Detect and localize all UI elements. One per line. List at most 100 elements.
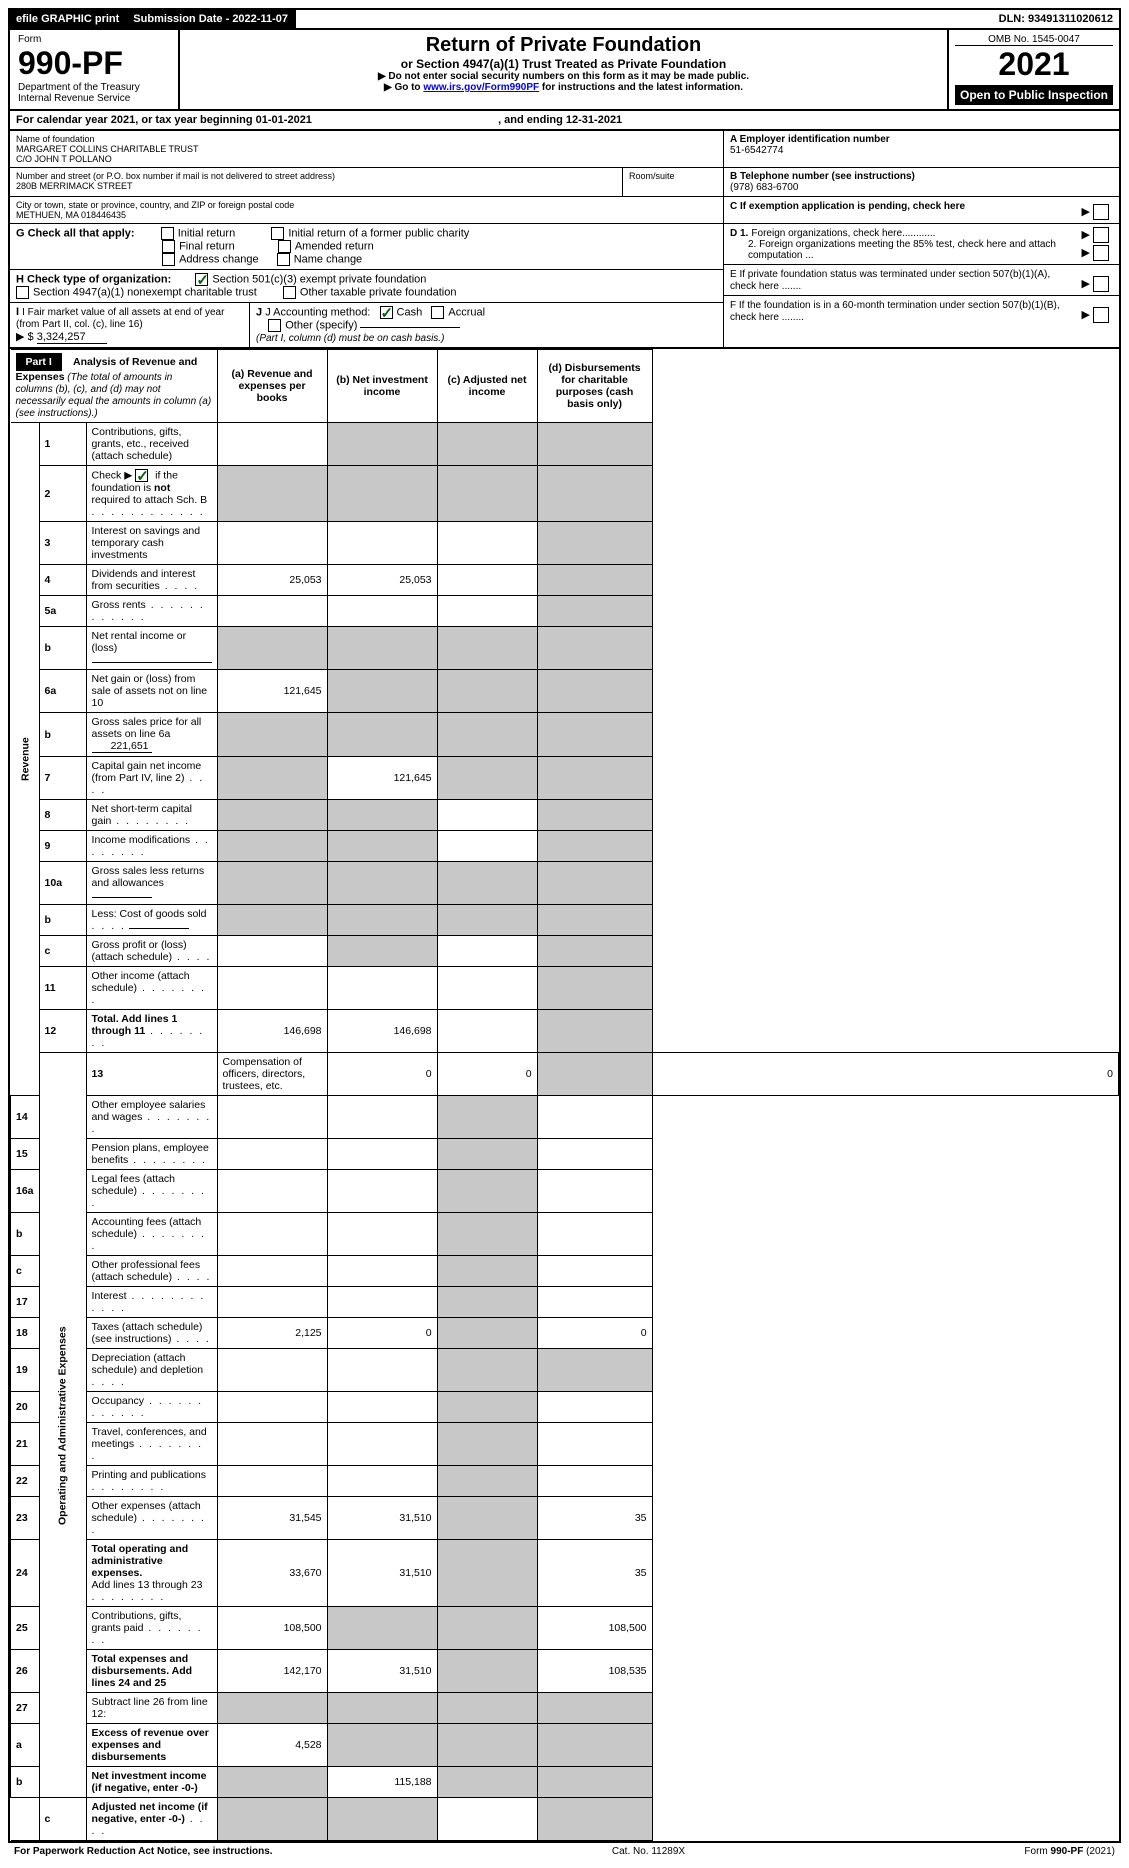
open-to-public: Open to Public Inspection xyxy=(955,85,1113,105)
line-12: 12Total. Add lines 1 through 11 146,6981… xyxy=(11,1010,1119,1053)
line-22: 22Printing and publications xyxy=(11,1466,1119,1497)
line-16b: bAccounting fees (attach schedule) xyxy=(11,1213,1119,1256)
c-checkbox[interactable] xyxy=(1093,204,1109,220)
d-section: D 1. Foreign organizations, check here..… xyxy=(724,224,1119,265)
check-section: G Check all that apply: Initial return I… xyxy=(10,224,1119,349)
dept-treasury: Department of the Treasury xyxy=(18,82,170,93)
part1-label: Part I xyxy=(16,353,62,371)
ein-value: 51-6542774 xyxy=(730,145,1113,156)
footer-mid: Cat. No. 11289X xyxy=(612,1846,685,1857)
name-label: Name of foundation xyxy=(16,134,717,144)
line-25: 25Contributions, gifts, grants paid 108,… xyxy=(11,1607,1119,1650)
addr-value: 280B MERRIMACK STREET xyxy=(16,181,616,191)
omb-number: OMB No. 1545-0047 xyxy=(955,34,1113,46)
line-8: 8Net short-term capital gain xyxy=(11,800,1119,831)
j-cash[interactable] xyxy=(380,306,393,319)
calendar-year-line: For calendar year 2021, or tax year begi… xyxy=(10,111,1119,131)
g-initial-former[interactable] xyxy=(271,227,284,240)
h-other-taxable[interactable] xyxy=(283,286,296,299)
footer: For Paperwork Reduction Act Notice, see … xyxy=(8,1843,1121,1860)
footer-right: Form 990-PF (2021) xyxy=(1024,1846,1115,1857)
d1-checkbox[interactable] xyxy=(1093,227,1109,243)
line-5b: bNet rental income or (loss) xyxy=(11,627,1119,670)
line-4: 4Dividends and interest from securities … xyxy=(11,565,1119,596)
irs-label: Internal Revenue Service xyxy=(18,93,170,104)
room-label: Room/suite xyxy=(629,171,717,181)
city-value: METHUEN, MA 018446435 xyxy=(16,210,717,220)
form990pf-link[interactable]: www.irs.gov/Form990PF xyxy=(423,82,539,93)
line-15: 15Pension plans, employee benefits xyxy=(11,1139,1119,1170)
h-4947a1[interactable] xyxy=(16,286,29,299)
line-16c: cOther professional fees (attach schedul… xyxy=(11,1256,1119,1287)
foundation-care-of: C/O JOHN T POLLANO xyxy=(16,154,717,164)
col-c-header: (c) Adjusted net income xyxy=(437,350,537,423)
form-note1: ▶ Do not enter social security numbers o… xyxy=(188,71,939,82)
g-amended[interactable] xyxy=(278,240,291,253)
dln: DLN: 93491311020612 xyxy=(993,10,1119,28)
form-container: efile GRAPHIC print Submission Date - 20… xyxy=(8,8,1121,1843)
col-a-header: (a) Revenue and expenses per books xyxy=(217,350,327,423)
line-14: 14Other employee salaries and wages xyxy=(11,1096,1119,1139)
part1-table: Part I Analysis of Revenue and Expenses … xyxy=(10,349,1119,1841)
line-24: 24Total operating and administrative exp… xyxy=(11,1540,1119,1607)
line-6a: 6aNet gain or (loss) from sale of assets… xyxy=(11,670,1119,713)
e-section: E If private foundation status was termi… xyxy=(724,265,1119,296)
line-27c: cAdjusted net income (if negative, enter… xyxy=(11,1798,1119,1841)
line-23: 23Other expenses (attach schedule) 31,54… xyxy=(11,1497,1119,1540)
form-subtitle: or Section 4947(a)(1) Trust Treated as P… xyxy=(188,57,939,71)
col-d-header: (d) Disbursements for charitable purpose… xyxy=(537,350,652,423)
line-10a: 10aGross sales less returns and allowanc… xyxy=(11,862,1119,905)
form-note2: ▶ Go to www.irs.gov/Form990PF for instru… xyxy=(188,82,939,93)
form-header: Form 990-PF Department of the Treasury I… xyxy=(10,30,1119,111)
line-6b: bGross sales price for all assets on lin… xyxy=(11,713,1119,757)
l2-checkbox[interactable] xyxy=(135,469,148,482)
d2-checkbox[interactable] xyxy=(1093,245,1109,261)
f-checkbox[interactable] xyxy=(1093,307,1109,323)
form-number: 990-PF xyxy=(18,45,170,82)
h-501c3[interactable] xyxy=(195,273,208,286)
line-5a: 5aGross rents xyxy=(11,596,1119,627)
line-26: 26Total expenses and disbursements. Add … xyxy=(11,1650,1119,1693)
line-19: 19Depreciation (attach schedule) and dep… xyxy=(11,1349,1119,1392)
line-18: 18Taxes (attach schedule) (see instructi… xyxy=(11,1318,1119,1349)
g-name-change[interactable] xyxy=(277,253,290,266)
form-label: Form xyxy=(18,34,170,45)
revenue-label: Revenue xyxy=(11,423,40,1096)
ein-label: A Employer identification number xyxy=(730,134,1113,145)
line-20: 20Occupancy xyxy=(11,1392,1119,1423)
g-section: G Check all that apply: Initial return I… xyxy=(10,224,723,270)
e-checkbox[interactable] xyxy=(1093,276,1109,292)
i-j-section: I I Fair market value of all assets at e… xyxy=(10,303,723,347)
h-section: H Check type of organization: Section 50… xyxy=(10,270,723,303)
fmv-value: 3,324,257 xyxy=(37,331,107,344)
phone-value: (978) 683-6700 xyxy=(730,182,1113,193)
line-27: 27Subtract line 26 from line 12: xyxy=(11,1693,1119,1724)
line-1: Revenue 1 Contributions, gifts, grants, … xyxy=(11,423,1119,466)
foundation-name: MARGARET COLLINS CHARITABLE TRUST xyxy=(16,144,717,154)
line-17: 17Interest xyxy=(11,1287,1119,1318)
ident-row-1: Name of foundation MARGARET COLLINS CHAR… xyxy=(10,131,1119,168)
l6b-value: 221,651 xyxy=(92,740,152,753)
line-16a: 16aLegal fees (attach schedule) xyxy=(11,1170,1119,1213)
g-address-change[interactable] xyxy=(162,253,175,266)
j-accrual[interactable] xyxy=(431,306,444,319)
phone-label: B Telephone number (see instructions) xyxy=(730,171,1113,182)
f-section: F If the foundation is in a 60-month ter… xyxy=(724,296,1119,326)
city-label: City or town, state or province, country… xyxy=(16,200,717,210)
line-11: 11Other income (attach schedule) xyxy=(11,967,1119,1010)
g-initial-return[interactable] xyxy=(161,227,174,240)
line-10c: cGross profit or (loss) (attach schedule… xyxy=(11,936,1119,967)
line-10b: bLess: Cost of goods sold xyxy=(11,905,1119,936)
expenses-label: Operating and Administrative Expenses xyxy=(39,1053,86,1798)
line-27b: bNet investment income (if negative, ent… xyxy=(11,1767,1119,1798)
g-final-return[interactable] xyxy=(162,240,175,253)
ident-row-2: Number and street (or P.O. box number if… xyxy=(10,168,1119,197)
topbar: efile GRAPHIC print Submission Date - 20… xyxy=(10,10,1119,30)
form-title: Return of Private Foundation xyxy=(188,34,939,57)
line-27a: aExcess of revenue over expenses and dis… xyxy=(11,1724,1119,1767)
j-other[interactable] xyxy=(268,319,281,332)
line-9: 9Income modifications xyxy=(11,831,1119,862)
addr-label: Number and street (or P.O. box number if… xyxy=(16,171,616,181)
efile-print-button[interactable]: efile GRAPHIC print xyxy=(10,10,127,28)
line-2: 2 Check ▶ if the foundation is not requi… xyxy=(11,466,1119,522)
